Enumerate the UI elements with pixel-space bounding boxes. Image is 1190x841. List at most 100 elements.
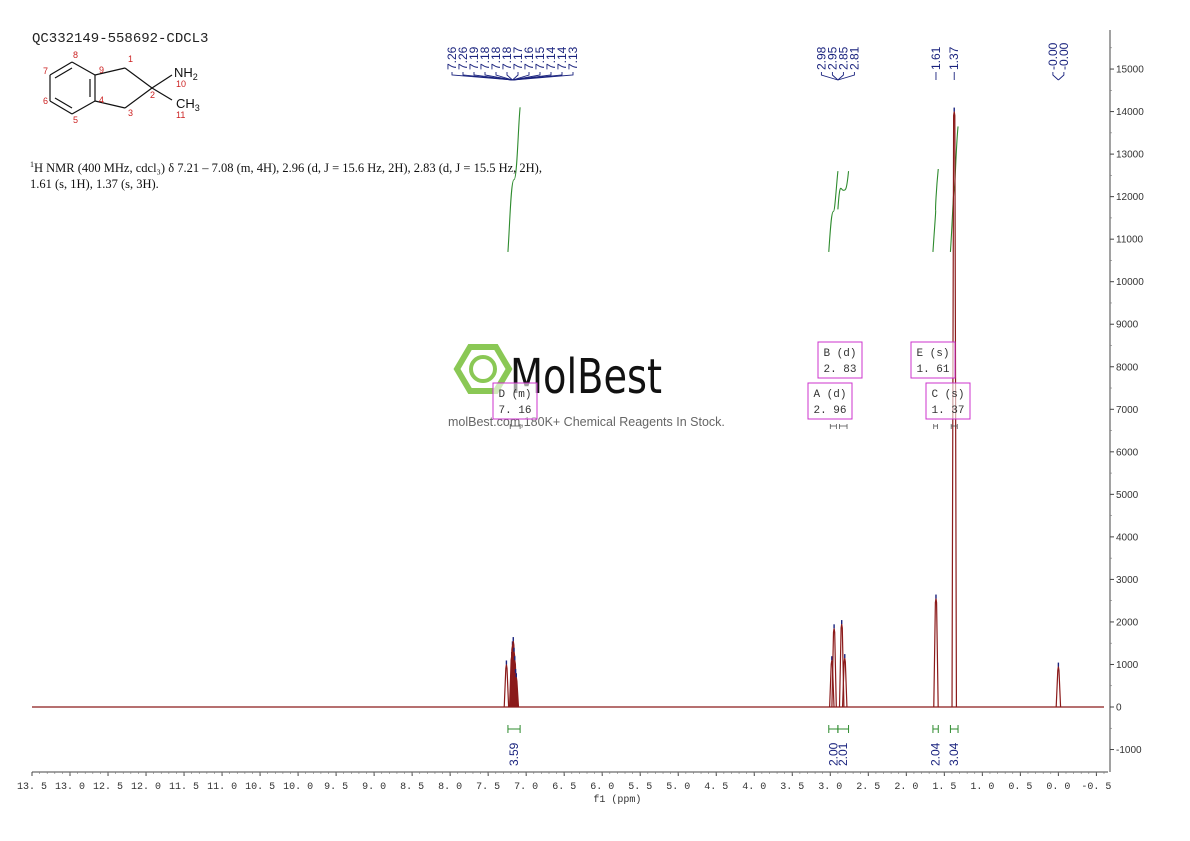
atom-number: 8 [73,50,78,60]
nmr-description: 1H NMR (400 MHz, cdcl₃) δ 7.21 – 7.08 (m… [30,157,590,192]
atom-number: 4 [99,95,104,105]
peak-leader-line [495,72,513,81]
atom-number: 7 [43,66,48,76]
multiplet-label: A (d) [813,389,846,401]
peak-leader-line [1052,72,1059,81]
multiplet-shift: 1. 61 [916,364,949,376]
peak-leader-line [506,72,513,81]
peak-shift-label: -0.00 [1057,42,1071,70]
atom-number: 1 [128,54,133,64]
peak-shift-label: 7.19 [467,46,481,70]
atom-number: 11 [176,110,185,120]
spectrum-peak [841,658,848,708]
x-tick-label: 6. 0 [590,782,614,793]
peak-leader-line [473,72,513,81]
y-tick-label: 1000 [1116,660,1139,671]
peak-shift-label: 7.18 [500,46,514,70]
y-tick-label: 3000 [1116,575,1139,586]
peak-leader-line [484,72,513,81]
peak-shift-label: 7.14 [555,46,569,70]
peak-shift-label: 7.16 [522,46,536,70]
peak-shift-label: 7.18 [489,46,503,70]
multiplet-label: B (d) [823,348,856,360]
multiplet-label: D (m) [498,389,531,401]
y-tick-label: 14000 [1116,107,1144,118]
nh2-label: NH2 [174,65,198,82]
peak-shift-label: 7.14 [544,46,558,70]
watermark-tagline: molBest.com,180K+ Chemical Reagents In S… [448,415,725,429]
multiplet-label: E (s) [916,348,949,360]
x-tick-label: 6. 5 [552,782,576,793]
x-tick-label: 10. 0 [283,782,313,793]
y-tick-label: 11000 [1116,235,1144,246]
multiplet-box: B (d) 2. 83 [817,341,863,429]
atom-number: 3 [128,108,133,118]
peak-shift-label: 7.18 [478,46,492,70]
x-axis-label: f1 (ppm) [593,794,641,806]
x-tick-label: 0. 5 [1008,782,1032,793]
y-tick-label: 6000 [1116,447,1139,458]
y-tick-label: 9000 [1116,320,1139,331]
molbest-logo: MolBest molBest.com,180K+ Chemical Reage… [448,344,725,429]
atom-number: 5 [73,115,78,125]
spectrum-peak [933,598,939,708]
multiplet-shift: 7. 16 [498,405,531,417]
molecule-structure [49,61,173,115]
x-tick-label: 1. 5 [932,782,956,793]
x-tick-label: 11. 5 [169,782,199,793]
integral-value: 3.59 [507,742,521,766]
nmr-description-line1: H NMR (400 MHz, cdcl₃) δ 7.21 – 7.08 (m,… [34,161,542,176]
x-tick-label: 0. 0 [1046,782,1070,793]
peak-leader-line [462,72,513,81]
x-tick-label: 13. 0 [55,782,85,793]
structure-labels: NH2 CH3 1 2 3 4 5 6 7 8 9 10 11 [43,50,200,125]
x-tick-label: 12. 5 [93,782,123,793]
y-tick-label: 10000 [1116,277,1144,288]
x-tick-label: 3. 5 [780,782,804,793]
atom-number: 10 [176,79,186,89]
atom-number: 9 [99,65,104,75]
y-tick-label: -1000 [1116,745,1142,756]
y-tick-label: 15000 [1116,65,1144,76]
y-tick-label: 2000 [1116,617,1139,628]
nmr-description-line2: 1.61 (s, 1H), 1.37 (s, 3H). [30,177,159,192]
sample-id: QC332149-558692-CDCL3 [32,31,209,47]
integral-curve [932,168,939,252]
axes-layer: 13. 5 13. 0 12. 5 12. 0 11. 5 11. 0 10. 5 10. 0… [17,30,1144,806]
integral-value: 2.01 [836,742,850,766]
multiplet-label: C (s) [931,389,964,401]
x-tick-label: 8. 5 [400,782,424,793]
x-tick-label: 2. 5 [856,782,880,793]
peak-leader-line [512,72,563,81]
y-tick-label: 5000 [1116,490,1139,501]
peak-shift-label: 1.37 [947,46,961,70]
integral-layer: 3.59 2.002.01 2.04 3.04 [507,107,961,766]
multiplet-box: D (m) 7. 16 [492,382,538,429]
multiplet-frame [817,341,863,379]
peak-shift-label: 2.98 [814,46,828,70]
x-tick-label: 9. 0 [362,782,386,793]
peak-label-layer: 7.267.267.197.187.187.187.177.167.157.14… [445,42,1071,81]
peak-leader-line [820,72,839,81]
spectrum-peak [1055,666,1062,708]
y-tick-label: 13000 [1116,150,1144,161]
peak-shift-label: 2.95 [825,46,839,70]
peak-shift-label: 7.17 [511,46,525,70]
peak-leader-line [831,72,839,81]
nucleus-superscript: 1 [30,160,34,169]
peak-leader-line [837,72,855,81]
multiplet-box: A (d) 2. 96 [807,382,853,429]
spectrum-peak [831,628,837,708]
x-tick-label: 5. 0 [666,782,690,793]
peak-shift-label: -0.00 [1046,42,1060,70]
spectrum-peak [503,664,510,708]
multiplet-shift: 2. 96 [813,405,846,417]
spectrum-peak [838,623,845,708]
x-tick-label: 4. 5 [704,782,728,793]
multiplet-frame [925,382,971,420]
x-tick-label: 1. 0 [970,782,994,793]
peak-shift-label: 2.81 [847,46,861,70]
x-tick-label: 7. 5 [476,782,500,793]
peak-leader-line [512,72,530,81]
x-tick-label: 9. 5 [324,782,348,793]
